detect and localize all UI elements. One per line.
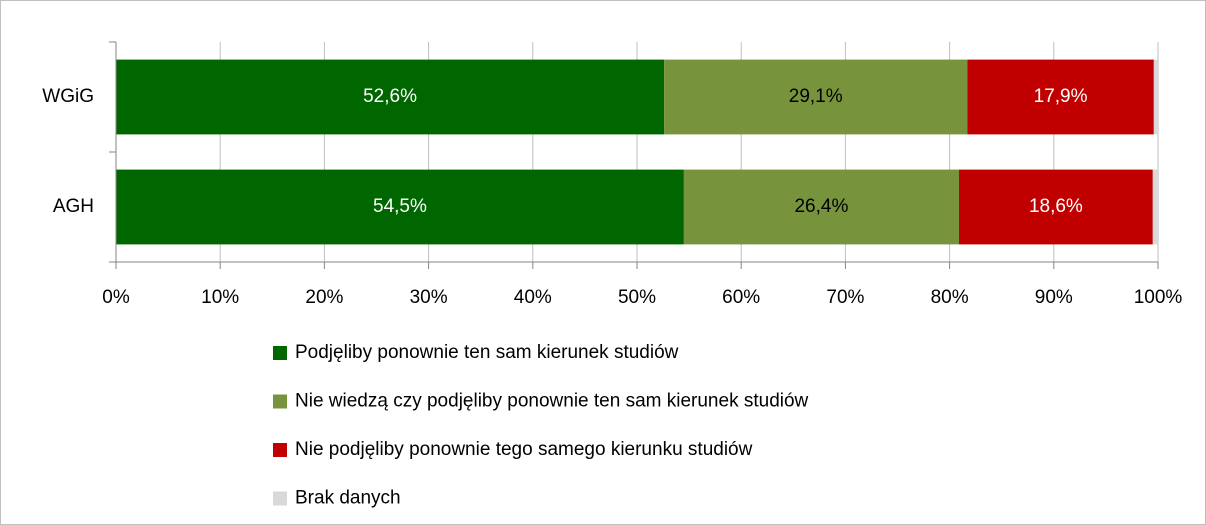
- data-label: 52,6%: [363, 86, 417, 107]
- data-label: 18,6%: [1029, 196, 1083, 217]
- legend-swatch: [273, 443, 287, 457]
- bar-segment: [1152, 169, 1158, 245]
- x-tick-label: 60%: [722, 287, 760, 308]
- x-tick-label: 30%: [410, 287, 448, 308]
- legend-swatch: [273, 394, 287, 409]
- bar-segment: [1153, 59, 1158, 135]
- bar-segment: [116, 169, 684, 245]
- data-label: 26,4%: [794, 196, 848, 217]
- x-tick-label: 100%: [1134, 287, 1183, 308]
- bar-segment: [116, 59, 665, 135]
- data-label: 29,1%: [789, 86, 843, 107]
- x-tick-label: 70%: [826, 287, 864, 308]
- data-label: 54,5%: [373, 196, 427, 217]
- bar-segment: [664, 59, 968, 135]
- x-tick-label: 90%: [1035, 287, 1073, 308]
- bar-segment: [967, 59, 1154, 135]
- x-tick-label: 80%: [931, 287, 969, 308]
- x-tick-label: 40%: [514, 287, 552, 308]
- x-tick-label: 10%: [201, 287, 239, 308]
- x-tick-label: 50%: [618, 287, 656, 308]
- bar-segment: [683, 169, 959, 245]
- legend-swatch: [273, 491, 287, 506]
- legend-label: Brak danych: [295, 488, 401, 509]
- y-tick-label: AGH: [53, 196, 94, 217]
- x-tick-label: 0%: [102, 287, 130, 308]
- legend-swatch: [273, 346, 287, 360]
- y-tick-label: WGiG: [42, 86, 94, 107]
- legend-label: Podjęliby ponownie ten sam kierunek stud…: [295, 342, 679, 363]
- legend-label: Nie wiedzą czy podjęliby ponownie ten sa…: [295, 391, 809, 412]
- data-label: 17,9%: [1034, 86, 1088, 107]
- legend-label: Nie podjęliby ponownie tego samego kieru…: [295, 439, 753, 460]
- x-tick-label: 20%: [305, 287, 343, 308]
- bar-segment: [958, 169, 1153, 245]
